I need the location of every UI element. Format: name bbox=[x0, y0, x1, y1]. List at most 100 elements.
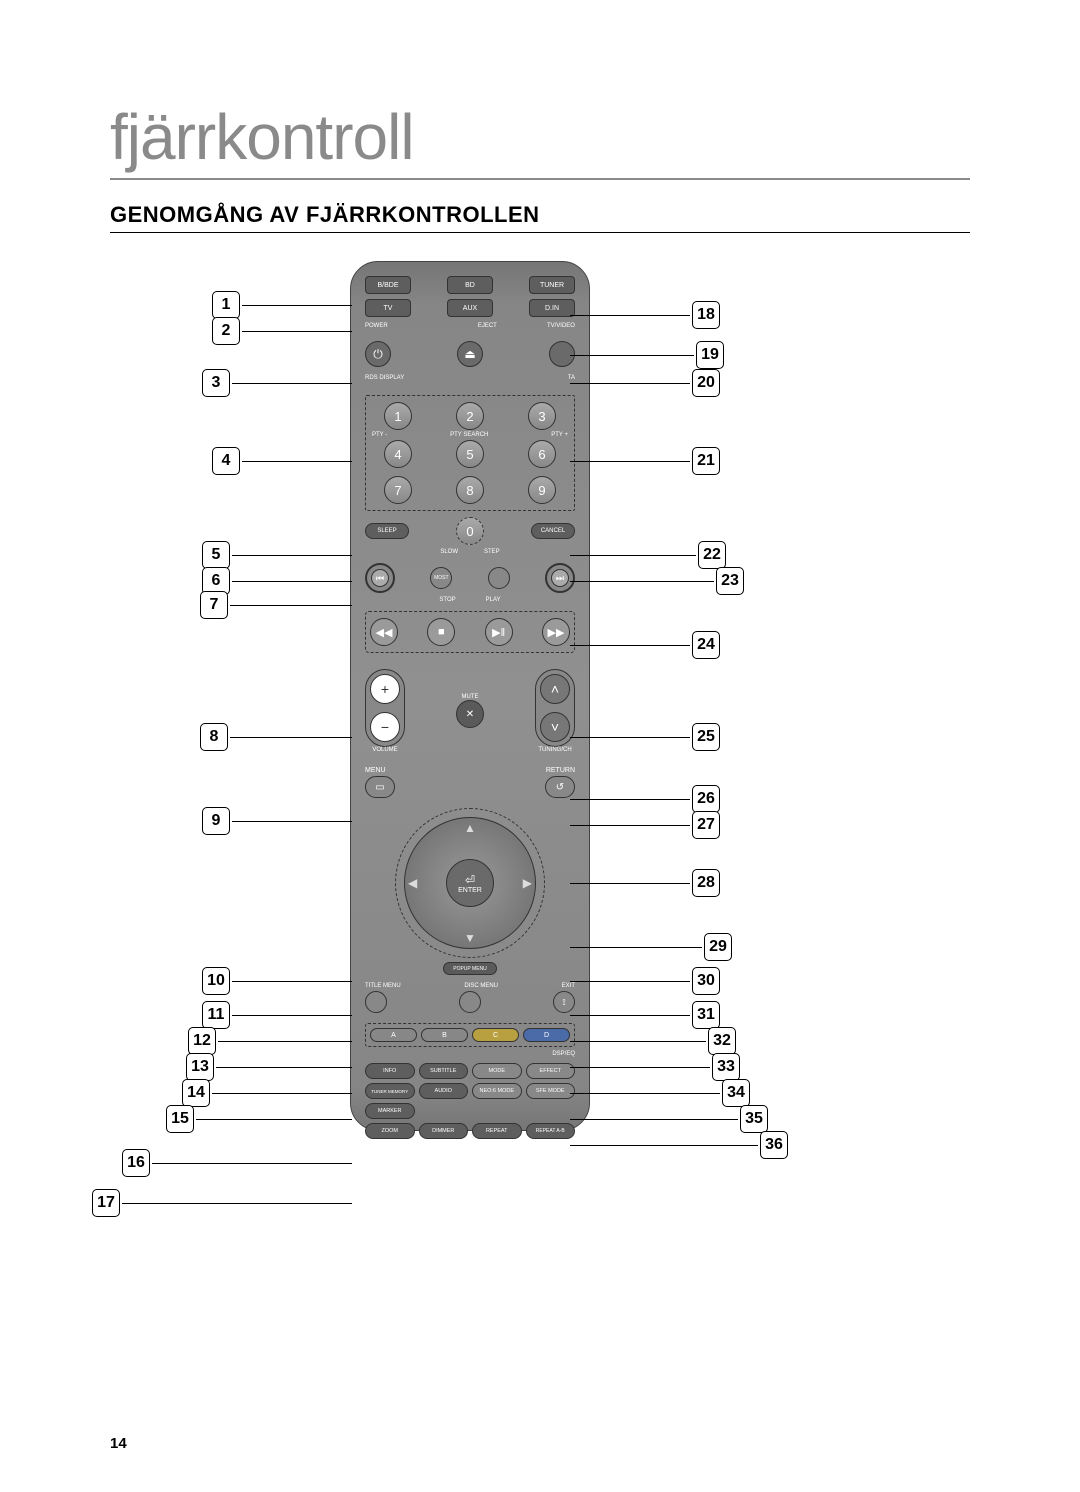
keypad-area: 1 2 3 PTY - PTY SEARCH PTY + 4 5 6 7 8 9 bbox=[365, 395, 575, 511]
repeat-ab-button[interactable]: REPEAT A-B bbox=[526, 1123, 576, 1139]
dimmer-button[interactable]: DIMMER bbox=[419, 1123, 469, 1139]
callout-number: 12 bbox=[188, 1027, 216, 1055]
subtitle-button[interactable]: SUBTITLE bbox=[419, 1063, 469, 1079]
callout-32: 32 bbox=[570, 1027, 736, 1055]
stop-label: STOP bbox=[439, 597, 455, 603]
callout-number: 22 bbox=[698, 541, 726, 569]
key-2[interactable]: 2 bbox=[456, 402, 484, 430]
callout-4: 4 bbox=[212, 447, 352, 475]
key-5[interactable]: 5 bbox=[456, 440, 484, 468]
callout-3: 3 bbox=[202, 369, 352, 397]
callout-12: 12 bbox=[188, 1027, 352, 1055]
callout-18: 18 bbox=[570, 301, 720, 329]
dpad[interactable]: ▲ ▼ ◀ ▶ ⏎ ENTER bbox=[395, 808, 545, 958]
disc-menu-button[interactable] bbox=[459, 991, 481, 1013]
title-menu-label: TITLE MENU bbox=[365, 983, 401, 989]
callout-number: 1 bbox=[212, 291, 240, 319]
src-din[interactable]: D.IN bbox=[529, 299, 575, 317]
power-button[interactable]: ⏻ bbox=[365, 341, 391, 367]
effect-button[interactable]: EFFECT bbox=[526, 1063, 576, 1079]
callout-34: 34 bbox=[570, 1079, 750, 1107]
callout-number: 13 bbox=[186, 1053, 214, 1081]
volume-rocker[interactable]: + − bbox=[365, 669, 405, 747]
repeat-button[interactable]: REPEAT bbox=[472, 1123, 522, 1139]
callout-number: 5 bbox=[202, 541, 230, 569]
eject-button[interactable]: ⏏ bbox=[457, 341, 483, 367]
mode-button[interactable]: MODE bbox=[472, 1063, 522, 1079]
callout-25: 25 bbox=[570, 723, 720, 751]
sleep-button[interactable]: SLEEP bbox=[365, 523, 409, 539]
most-button[interactable]: MOST bbox=[430, 567, 452, 589]
callout-9: 9 bbox=[202, 807, 352, 835]
skip-prev-button[interactable]: ⏮ bbox=[365, 563, 395, 593]
src-bbde[interactable]: B/BDE bbox=[365, 276, 411, 294]
callout-number: 10 bbox=[202, 967, 230, 995]
key-6[interactable]: 6 bbox=[528, 440, 556, 468]
callout-30: 30 bbox=[570, 967, 720, 995]
color-c-button[interactable]: C bbox=[472, 1028, 519, 1042]
callout-26: 26 bbox=[570, 785, 720, 813]
callout-11: 11 bbox=[202, 1001, 352, 1029]
callout-number: 30 bbox=[692, 967, 720, 995]
menu-button[interactable]: ▭ bbox=[365, 776, 395, 798]
callout-33: 33 bbox=[570, 1053, 740, 1081]
key-9[interactable]: 9 bbox=[528, 476, 556, 504]
cancel-button[interactable]: CANCEL bbox=[531, 523, 575, 539]
color-a-button[interactable]: A bbox=[370, 1028, 417, 1042]
callout-7: 7 bbox=[200, 591, 352, 619]
title-menu-button[interactable] bbox=[365, 991, 387, 1013]
dpad-right-icon: ▶ bbox=[523, 876, 532, 890]
callout-number: 35 bbox=[740, 1105, 768, 1133]
power-label: POWER bbox=[365, 323, 388, 329]
remote-body: B/BDE BD TUNER TV AUX D.IN POWER EJECT T… bbox=[350, 261, 590, 1131]
pty-search-label: PTY SEARCH bbox=[450, 432, 488, 438]
tuner-memory-button[interactable]: TUNER MEMORY bbox=[365, 1083, 415, 1099]
callout-13: 13 bbox=[186, 1053, 352, 1081]
callout-29: 29 bbox=[570, 933, 732, 961]
color-b-button[interactable]: B bbox=[421, 1028, 468, 1042]
callout-36: 36 bbox=[570, 1131, 788, 1159]
callout-14: 14 bbox=[182, 1079, 352, 1107]
forward-button[interactable]: ▶▶ bbox=[542, 618, 570, 646]
info-button[interactable]: INFO bbox=[365, 1063, 415, 1079]
dpad-up-icon: ▲ bbox=[464, 821, 476, 835]
callout-number: 25 bbox=[692, 723, 720, 751]
stop-button[interactable]: ■ bbox=[427, 618, 455, 646]
popup-menu-button[interactable]: POPUP MENU bbox=[443, 962, 497, 975]
key-4[interactable]: 4 bbox=[384, 440, 412, 468]
src-tv[interactable]: TV bbox=[365, 299, 411, 317]
pty-minus-label: PTY - bbox=[372, 432, 387, 438]
enter-button[interactable]: ⏎ ENTER bbox=[446, 859, 494, 907]
color-d-button[interactable]: D bbox=[523, 1028, 570, 1042]
audio-button[interactable]: AUDIO bbox=[419, 1083, 469, 1099]
key-0[interactable]: 0 bbox=[456, 517, 484, 545]
disc-menu-label: DISC MENU bbox=[464, 983, 498, 989]
src-bd[interactable]: BD bbox=[447, 276, 493, 294]
src-aux[interactable]: AUX bbox=[447, 299, 493, 317]
return-label: RETURN bbox=[546, 767, 575, 774]
neo6-button[interactable]: NEO:6 MODE bbox=[472, 1083, 522, 1099]
callout-28: 28 bbox=[570, 869, 720, 897]
marker-button[interactable]: MARKER bbox=[365, 1103, 415, 1119]
step-button[interactable] bbox=[488, 567, 510, 589]
key-1[interactable]: 1 bbox=[384, 402, 412, 430]
callout-16: 16 bbox=[122, 1149, 352, 1177]
callout-number: 14 bbox=[182, 1079, 210, 1107]
play-pause-button[interactable]: ▶‖ bbox=[485, 618, 513, 646]
mute-button[interactable]: ✕ bbox=[456, 700, 484, 728]
key-8[interactable]: 8 bbox=[456, 476, 484, 504]
key-7[interactable]: 7 bbox=[384, 476, 412, 504]
callout-number: 16 bbox=[122, 1149, 150, 1177]
src-tuner[interactable]: TUNER bbox=[529, 276, 575, 294]
volume-label: VOLUME bbox=[372, 747, 397, 753]
rewind-button[interactable]: ◀◀ bbox=[370, 618, 398, 646]
zoom-button[interactable]: ZOOM bbox=[365, 1123, 415, 1139]
sfe-mode-button[interactable]: SFE MODE bbox=[526, 1083, 576, 1099]
function-grid: INFO SUBTITLE MODE EFFECT TUNER MEMORY A… bbox=[365, 1063, 575, 1139]
tuning-up-icon: ˄ bbox=[540, 674, 570, 704]
key-3[interactable]: 3 bbox=[528, 402, 556, 430]
menu-label: MENU bbox=[365, 767, 386, 774]
tuning-rocker[interactable]: ˄ ˅ bbox=[535, 669, 575, 747]
callout-number: 31 bbox=[692, 1001, 720, 1029]
pty-plus-label: PTY + bbox=[551, 432, 568, 438]
